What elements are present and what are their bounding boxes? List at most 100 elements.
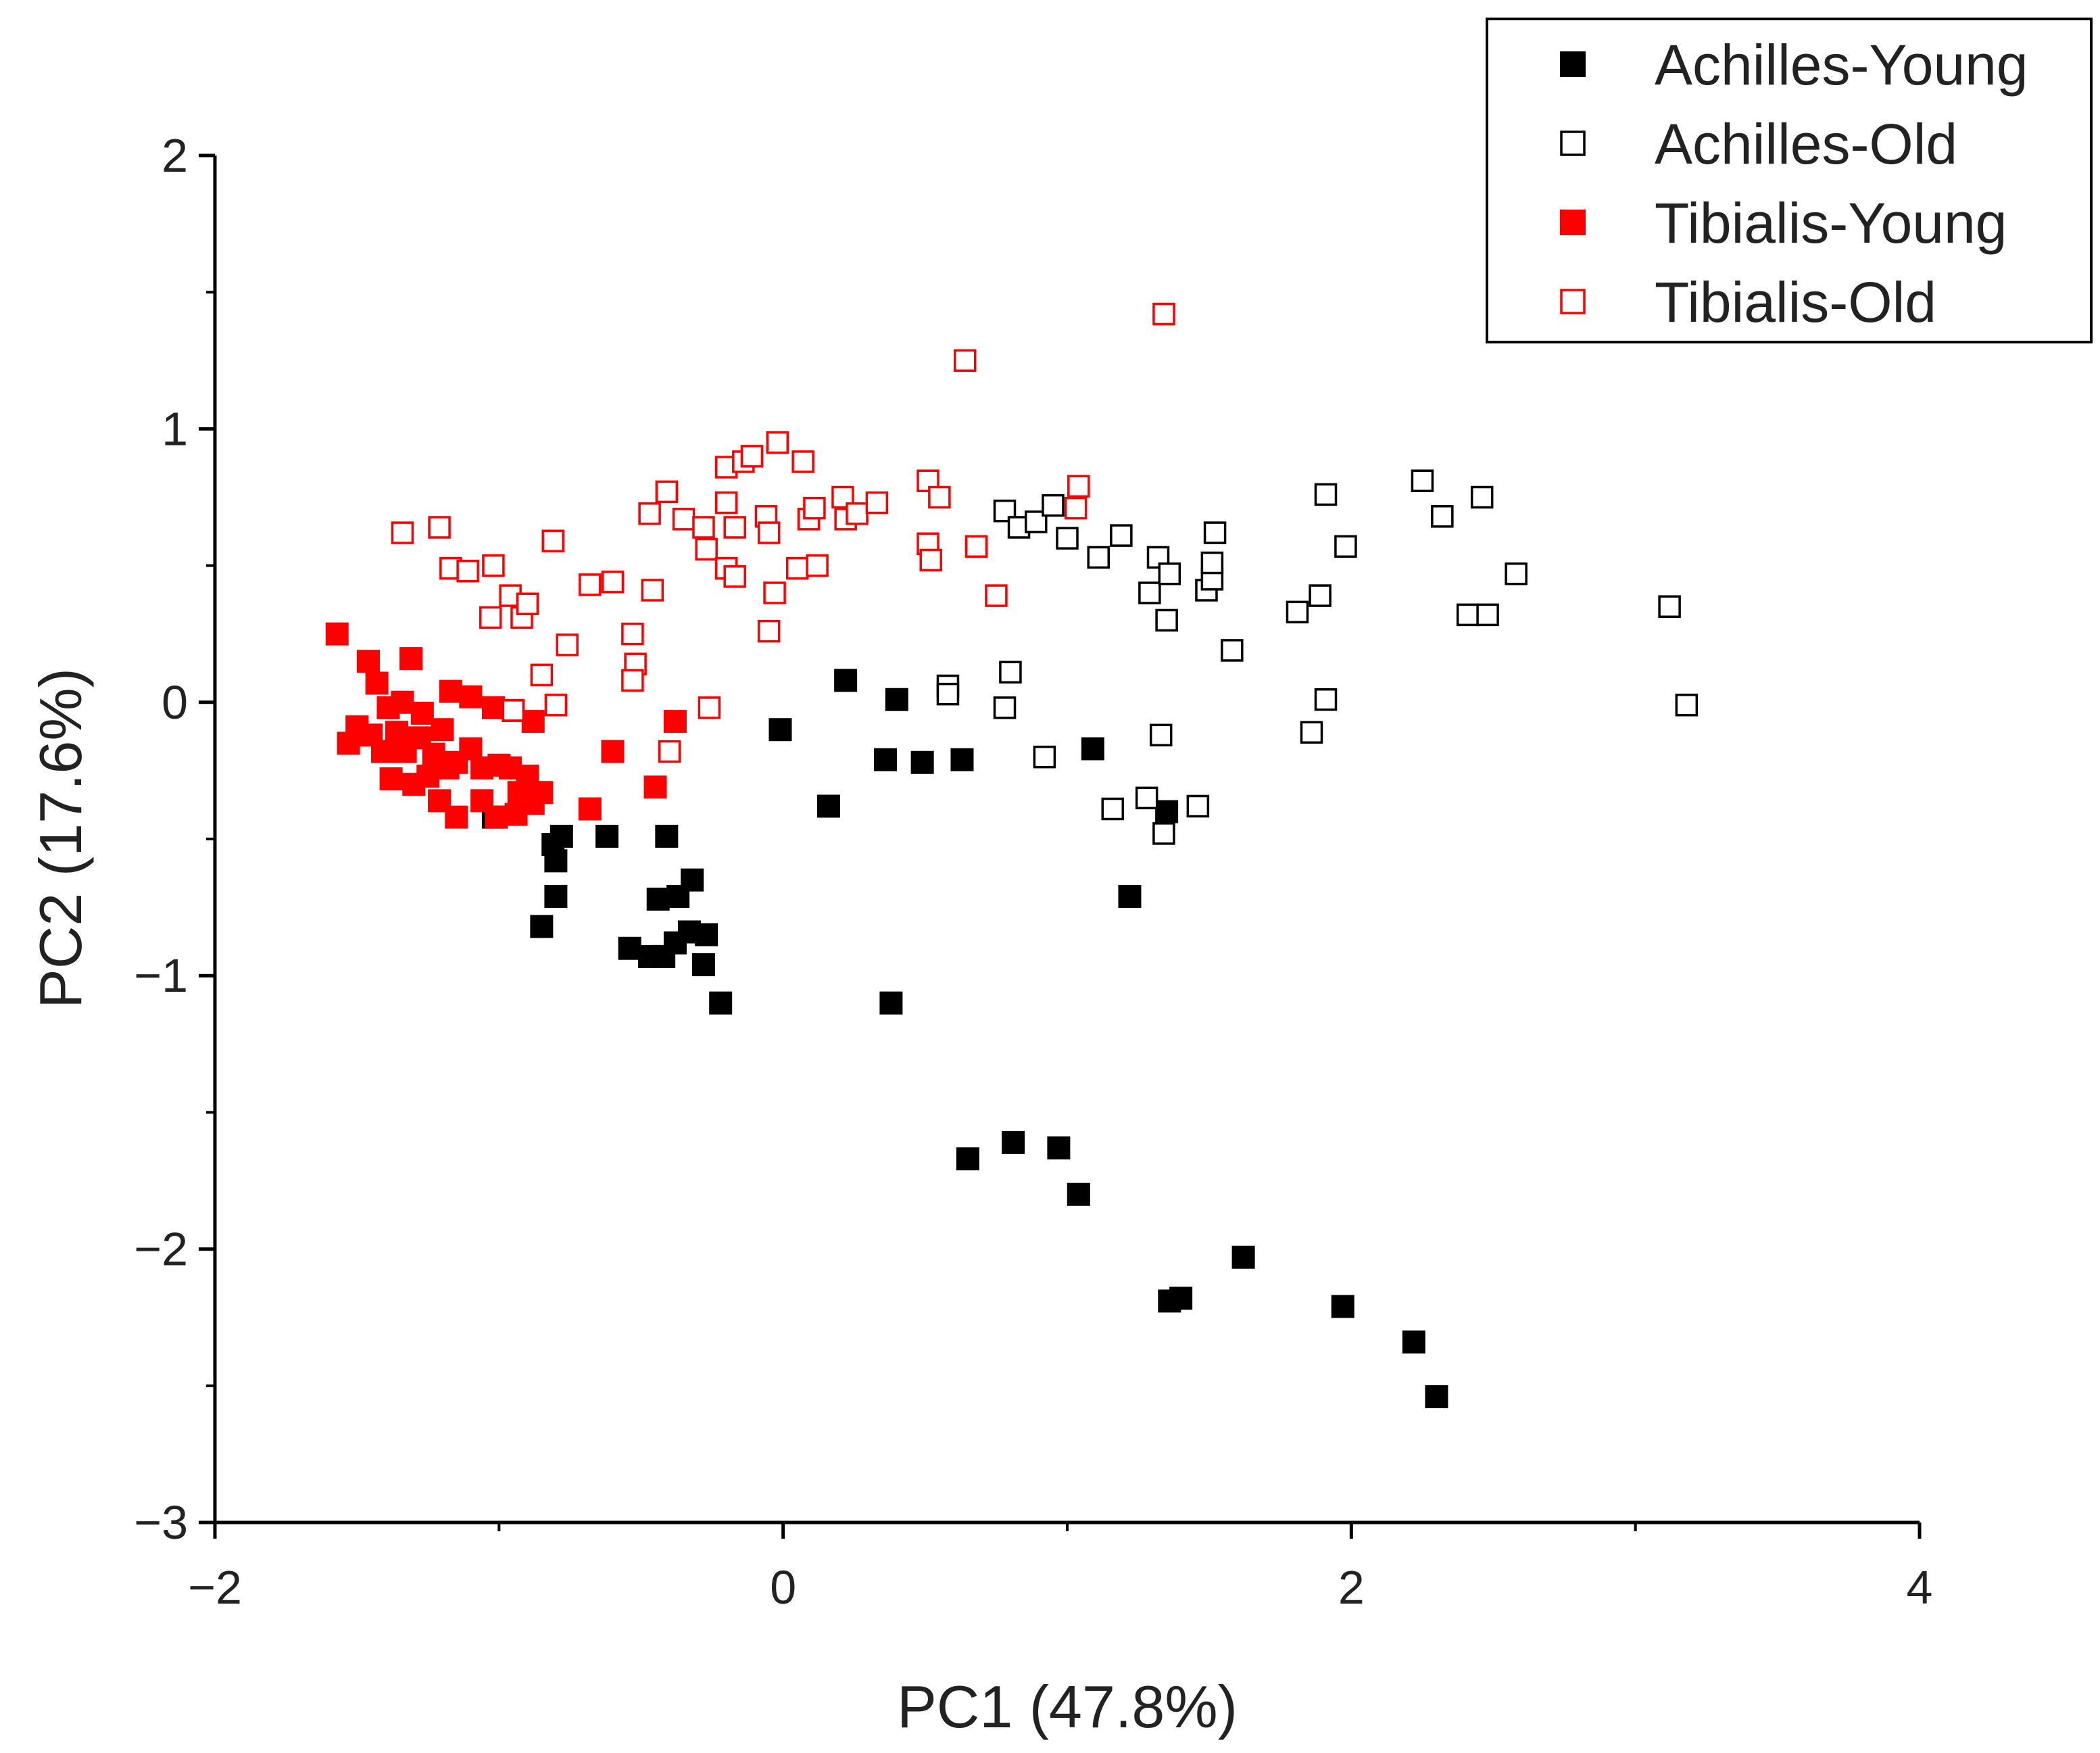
data-point <box>1152 302 1175 326</box>
data-point <box>757 521 781 544</box>
data-point <box>337 731 360 755</box>
data-point <box>502 699 525 722</box>
data-point <box>521 792 545 815</box>
data-point <box>399 647 423 671</box>
legend-marker <box>1560 130 1586 156</box>
data-point <box>544 694 568 717</box>
y-tick-label: −2 <box>134 1223 188 1276</box>
data-point <box>999 661 1022 684</box>
data-point <box>681 868 704 892</box>
legend: Achilles-Young Achilles-Old Tibialis-Young… <box>1486 18 2093 343</box>
data-point <box>1456 603 1480 627</box>
x-axis-label: PC1 (47.8%) <box>897 1673 1238 1740</box>
data-point <box>1314 483 1338 506</box>
data-point <box>618 936 641 960</box>
data-point <box>709 991 733 1015</box>
data-point <box>1155 800 1179 823</box>
data-point <box>356 650 380 673</box>
data-point <box>1402 1330 1425 1354</box>
data-point <box>723 516 746 539</box>
data-point <box>439 679 462 703</box>
data-point <box>803 496 826 520</box>
data-point <box>579 573 602 596</box>
legend-label: Tibialis-Old <box>1655 270 1936 334</box>
data-point <box>1186 794 1210 818</box>
legend-marker <box>1560 289 1586 314</box>
data-point <box>516 592 539 615</box>
data-point <box>459 685 483 709</box>
x-tick-label: −2 <box>188 1561 242 1614</box>
y-axis-label: PC2 (17.6%) <box>27 668 94 1009</box>
x-tick-label: 4 <box>1907 1561 1933 1614</box>
data-point <box>1033 745 1056 769</box>
data-point <box>1152 822 1175 845</box>
y-tick-label: −1 <box>134 949 188 1002</box>
series-tibialis-old <box>391 302 1175 763</box>
data-point <box>791 450 814 473</box>
data-point <box>885 688 908 711</box>
data-point <box>1047 1136 1071 1159</box>
data-point <box>1675 694 1699 717</box>
y-tick-label: 1 <box>162 402 188 455</box>
legend-marker <box>1560 51 1586 77</box>
data-point <box>1314 688 1338 711</box>
data-point <box>482 554 505 577</box>
data-point <box>919 548 942 572</box>
data-point <box>658 740 681 763</box>
data-point <box>1135 786 1158 810</box>
data-point <box>410 701 434 725</box>
data-point <box>544 884 568 908</box>
x-tick-labels: −2 0 2 4 <box>188 1561 1932 1614</box>
data-point <box>1200 551 1224 575</box>
y-tick-label: −3 <box>134 1496 188 1549</box>
data-point <box>365 671 389 695</box>
data-point <box>541 529 564 552</box>
data-point <box>816 794 840 818</box>
data-point <box>1309 584 1332 607</box>
data-point <box>556 633 579 656</box>
data-point <box>1158 562 1181 585</box>
data-point <box>1425 1385 1448 1408</box>
data-point <box>846 502 869 525</box>
data-point <box>1286 600 1309 624</box>
data-point <box>391 521 414 544</box>
data-point <box>1300 721 1323 744</box>
data-point <box>985 584 1008 607</box>
y-tick-labels: −3 −2 −1 0 1 2 <box>134 129 188 1549</box>
data-point <box>428 516 451 539</box>
data-point <box>1431 505 1454 528</box>
data-point <box>763 581 786 604</box>
data-point <box>1411 469 1434 492</box>
data-point <box>1067 475 1090 498</box>
data-point <box>1087 546 1110 569</box>
data-point <box>766 431 789 454</box>
legend-label: Achilles-Old <box>1655 112 1957 176</box>
data-point <box>936 682 960 706</box>
data-point <box>1146 546 1170 569</box>
y-tick-label: 0 <box>162 676 188 729</box>
data-point <box>379 767 403 791</box>
legend-label: Achilles-Young <box>1655 33 2028 97</box>
data-point <box>655 824 679 848</box>
legend-marker <box>1560 210 1586 235</box>
data-points <box>325 302 1699 1408</box>
data-point <box>1231 1245 1255 1269</box>
data-point <box>445 805 468 829</box>
data-point <box>1470 485 1494 509</box>
data-point <box>956 1147 979 1171</box>
data-point <box>964 535 988 558</box>
data-point <box>1658 595 1681 619</box>
data-point <box>910 750 934 774</box>
data-point <box>485 805 508 829</box>
data-point <box>1042 494 1065 517</box>
data-point <box>953 349 977 373</box>
data-point <box>530 663 554 687</box>
x-tick-label: 2 <box>1338 1561 1365 1614</box>
data-point <box>530 915 554 938</box>
data-point <box>740 445 764 468</box>
data-point <box>1110 524 1133 547</box>
data-point <box>993 696 1017 719</box>
data-point <box>544 849 568 873</box>
legend-box <box>1486 18 2093 343</box>
data-point <box>1505 562 1528 585</box>
